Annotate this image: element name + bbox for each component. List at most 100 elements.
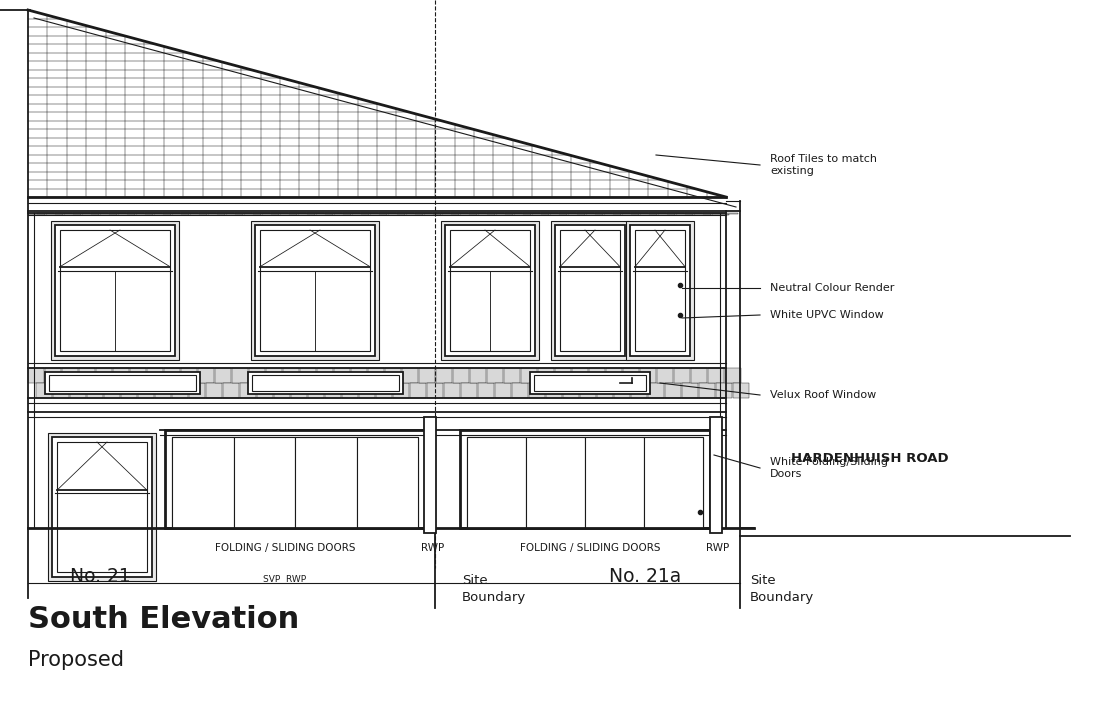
Bar	[351, 368, 367, 383]
Bar	[522, 213, 540, 214]
Bar	[682, 383, 698, 398]
Bar	[666, 383, 681, 398]
Bar	[505, 213, 522, 214]
Bar	[468, 437, 526, 528]
Bar	[334, 368, 350, 383]
Bar	[649, 213, 666, 214]
Bar	[444, 383, 460, 398]
Bar	[606, 368, 621, 383]
Bar	[512, 383, 528, 398]
Bar	[450, 230, 530, 351]
Text: White Folding/Sliding
Doors: White Folding/Sliding Doors	[770, 457, 888, 479]
Bar	[62, 368, 78, 383]
Bar	[453, 368, 469, 383]
Bar	[50, 375, 196, 391]
Bar	[136, 214, 153, 215]
Bar	[352, 214, 368, 215]
Bar	[113, 368, 129, 383]
Bar	[648, 383, 664, 398]
Bar	[36, 383, 52, 398]
Text: SVP  RWP: SVP RWP	[263, 576, 307, 584]
Bar	[280, 214, 297, 215]
Bar	[70, 383, 86, 398]
Bar	[708, 368, 724, 383]
Bar	[424, 417, 436, 533]
Polygon shape	[28, 10, 726, 197]
Text: Neutral Colour Render: Neutral Colour Render	[770, 283, 894, 293]
Bar	[248, 372, 403, 394]
Bar	[568, 214, 585, 215]
Bar	[441, 221, 539, 360]
Bar	[253, 213, 270, 214]
Bar	[691, 368, 707, 383]
Text: Roof Tiles to match
existing: Roof Tiles to match existing	[770, 154, 877, 176]
Bar	[585, 437, 644, 528]
Bar	[572, 368, 588, 383]
Bar	[251, 221, 380, 360]
Text: Site
Boundary: Site Boundary	[462, 574, 526, 604]
Bar	[674, 368, 690, 383]
Bar	[182, 368, 197, 383]
Bar	[468, 437, 703, 528]
Bar	[307, 213, 324, 214]
Bar	[214, 368, 231, 383]
Bar	[578, 213, 594, 214]
Bar	[470, 368, 486, 383]
Text: White UPVC Window: White UPVC Window	[770, 310, 883, 320]
Bar	[262, 214, 279, 215]
Bar	[55, 225, 175, 356]
Bar	[370, 214, 387, 215]
Bar	[104, 383, 120, 398]
Bar	[96, 368, 112, 383]
Bar	[100, 214, 117, 215]
Bar	[342, 383, 358, 398]
Bar	[28, 368, 44, 383]
Bar	[164, 368, 180, 383]
Text: Proposed: Proposed	[28, 650, 124, 670]
Text: No. 21a: No. 21a	[609, 567, 681, 586]
Bar	[368, 368, 384, 383]
Bar	[530, 372, 650, 394]
Bar	[48, 433, 156, 581]
Bar	[613, 213, 630, 214]
Bar	[427, 383, 443, 398]
Text: RWP: RWP	[421, 543, 444, 553]
Bar	[595, 213, 612, 214]
Text: RWP: RWP	[706, 543, 729, 553]
Bar	[109, 213, 126, 214]
Bar	[521, 368, 537, 383]
Bar	[138, 383, 154, 398]
Bar	[385, 368, 402, 383]
Bar	[198, 368, 214, 383]
Text: No. 21: No. 21	[70, 567, 131, 586]
Text: South Elevation: South Elevation	[28, 605, 299, 635]
Bar	[91, 213, 108, 214]
Bar	[657, 368, 673, 383]
Bar	[271, 213, 288, 214]
Bar	[419, 368, 435, 383]
Bar	[46, 214, 63, 215]
Bar	[623, 368, 639, 383]
Bar	[433, 213, 450, 214]
Bar	[255, 225, 375, 356]
Bar	[487, 213, 504, 214]
Bar	[541, 213, 558, 214]
Bar	[550, 214, 566, 215]
Bar	[298, 214, 315, 215]
Bar	[257, 383, 273, 398]
Bar	[147, 368, 163, 383]
Bar	[538, 368, 554, 383]
Bar	[73, 213, 90, 214]
Bar	[694, 214, 711, 215]
Bar	[415, 213, 432, 214]
Bar	[235, 213, 252, 214]
Bar	[208, 214, 226, 215]
Bar	[556, 225, 625, 356]
Bar	[190, 214, 207, 215]
Bar	[172, 214, 189, 215]
Bar	[359, 383, 375, 398]
Bar	[232, 368, 248, 383]
Bar	[126, 213, 144, 214]
Bar	[163, 213, 180, 214]
Bar	[145, 213, 162, 214]
